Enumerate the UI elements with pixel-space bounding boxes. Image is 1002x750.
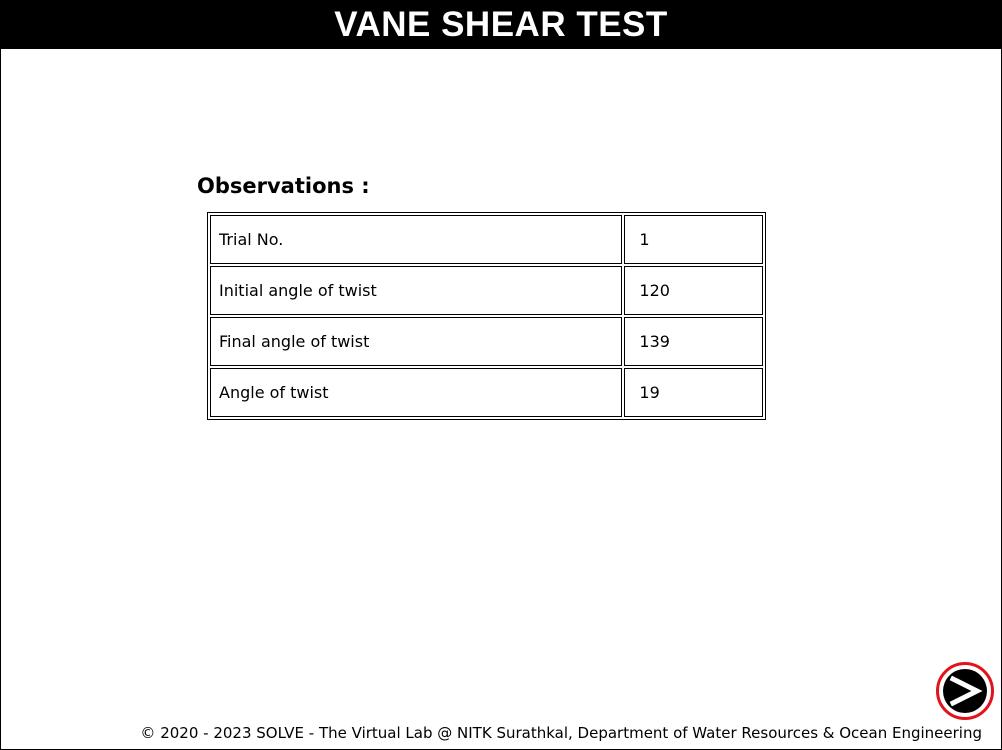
row-label: Angle of twist [210, 368, 623, 417]
table-row: Final angle of twist 139 [210, 317, 763, 366]
footer-copyright: © 2020 - 2023 SOLVE - The Virtual Lab @ … [140, 724, 982, 742]
row-label: Initial angle of twist [210, 266, 623, 315]
observations-table: Trial No. 1 Initial angle of twist 120 F… [207, 212, 766, 420]
next-button[interactable] [936, 662, 994, 720]
row-value: 120 [624, 266, 763, 315]
row-label: Trial No. [210, 215, 623, 264]
table-row: Trial No. 1 [210, 215, 763, 264]
row-value: 139 [624, 317, 763, 366]
table-row: Angle of twist 19 [210, 368, 763, 417]
row-value: 1 [624, 215, 763, 264]
table-row: Initial angle of twist 120 [210, 266, 763, 315]
observations-heading: Observations : [197, 174, 370, 198]
row-label: Final angle of twist [210, 317, 623, 366]
page-title: VANE SHEAR TEST [0, 0, 1002, 49]
row-value: 19 [624, 368, 763, 417]
next-arrow-icon[interactable] [943, 669, 987, 713]
next-button-face[interactable] [943, 669, 987, 713]
